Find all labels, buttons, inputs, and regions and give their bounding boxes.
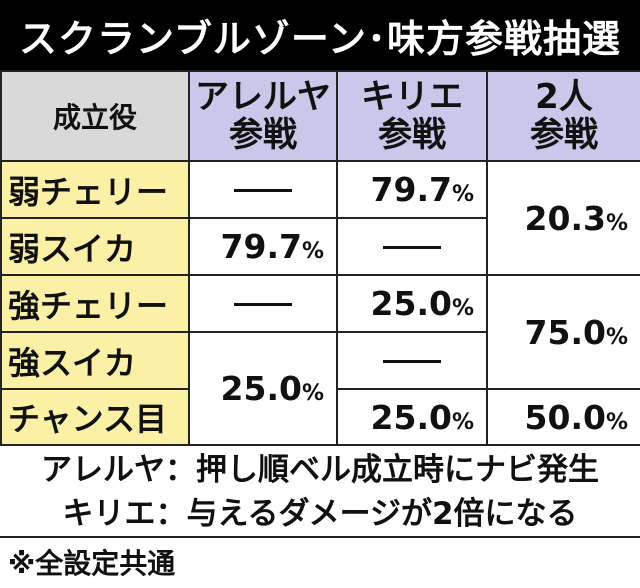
- value-number: 50.0: [524, 397, 606, 437]
- table-row: 強チェリー 25.0% 75.0%: [0, 274, 640, 390]
- value-cell: 50.0%: [486, 388, 640, 446]
- value-cell: 25.0%: [188, 331, 338, 446]
- header-allelujah: アレルヤ 参戦: [188, 70, 338, 162]
- header-allelujah-name: アレルヤ: [195, 77, 331, 117]
- table-row: 弱チェリー 79.7% 20.3%: [0, 160, 640, 276]
- table-header-row: 成立役 アレルヤ 参戦 キリエ 参戦 2人 参戦: [0, 70, 640, 162]
- value-number: 25.0: [220, 369, 302, 408]
- notes-box: アレルヤ：押し順ベル成立時にナビ発生 キリエ：与えるダメージが2倍になる: [0, 444, 640, 538]
- header-kyrie-sub: 参戦: [378, 115, 446, 155]
- header-role: 成立役: [0, 70, 190, 162]
- role-strong-cherry: 強チェリー: [0, 274, 190, 333]
- table-row: チャンス目 25.0% 50.0%: [0, 388, 640, 446]
- value-number: 75.0: [524, 312, 606, 352]
- percent-sign: %: [451, 296, 474, 321]
- dash-mark: [383, 246, 441, 249]
- header-allelujah-sub: 参戦: [229, 115, 297, 155]
- value-number: 20.3: [524, 198, 606, 238]
- role-strong-suika: 強スイカ: [0, 331, 190, 390]
- dash-cell: [188, 274, 338, 333]
- value-cell: 25.0%: [336, 388, 488, 446]
- role-weak-suika: 弱スイカ: [0, 217, 190, 276]
- dash-mark: [383, 360, 441, 363]
- value-number: 79.7: [220, 227, 302, 266]
- percent-sign: %: [605, 324, 628, 350]
- odds-table: 成立役 アレルヤ 参戦 キリエ 参戦 2人 参戦 弱チェリー 79.7% 20.…: [0, 70, 640, 446]
- value-number: 25.0: [370, 284, 452, 323]
- header-both: 2人 参戦: [486, 70, 640, 162]
- note-allelujah: アレルヤ：押し順ベル成立時にナビ発生: [41, 452, 599, 488]
- value-cell: 79.7%: [188, 217, 338, 276]
- value-cell: 79.7%: [336, 160, 488, 219]
- value-number: 25.0: [370, 397, 452, 437]
- value-number: 79.7: [370, 170, 452, 209]
- value-cell: 25.0%: [336, 274, 488, 333]
- percent-sign: %: [301, 381, 324, 406]
- value-cell: 20.3%: [486, 160, 640, 276]
- table-row: 弱スイカ 79.7%: [0, 217, 640, 276]
- value-cell: 75.0%: [486, 274, 640, 390]
- header-kyrie-name: キリエ: [361, 77, 463, 117]
- dash-mark: [234, 189, 292, 192]
- percent-sign: %: [605, 210, 628, 236]
- percent-sign: %: [451, 409, 474, 435]
- dash-cell: [336, 217, 488, 276]
- header-both-name: 2人: [535, 77, 593, 117]
- role-weak-cherry: 弱チェリー: [0, 160, 190, 219]
- percent-sign: %: [301, 239, 324, 264]
- table-row: 強スイカ 25.0%: [0, 331, 640, 446]
- note-kyrie: キリエ：与えるダメージが2倍になる: [62, 496, 578, 532]
- percent-sign: %: [451, 182, 474, 207]
- percent-sign: %: [605, 409, 628, 435]
- dash-mark: [234, 303, 292, 306]
- dash-cell: [188, 160, 338, 219]
- header-both-sub: 参戦: [530, 115, 598, 155]
- header-kyrie: キリエ 参戦: [336, 70, 488, 162]
- footer-note: ※全設定共通: [8, 547, 176, 580]
- page-title: スクランブルゾーン･味方参戦抽選: [0, 0, 640, 70]
- role-chance-me: チャンス目: [0, 388, 190, 446]
- dash-cell: [336, 331, 488, 390]
